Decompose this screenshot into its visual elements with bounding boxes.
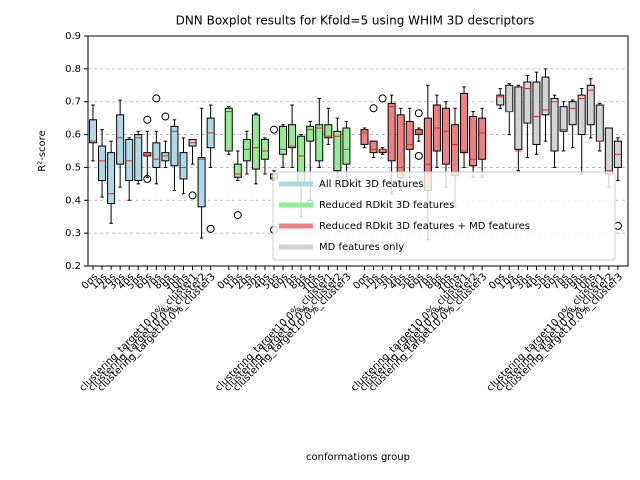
legend: All RDkit 3D features Reduced RDkit 3D fe…: [272, 171, 616, 261]
box: [595, 104, 604, 142]
box: [532, 81, 541, 145]
box: [242, 139, 251, 162]
box: [251, 114, 260, 170]
box: [179, 152, 188, 180]
box: [505, 84, 514, 113]
y-axis-label: R²-score: [37, 130, 48, 171]
box: [161, 152, 170, 162]
y-tick-label: 0.3: [65, 228, 81, 239]
legend-frame: [272, 171, 616, 261]
box: [360, 129, 369, 145]
legend-label: Reduced RDkit 3D features: [319, 200, 454, 211]
box: [496, 94, 505, 106]
flier: [206, 224, 215, 233]
box: [478, 117, 487, 160]
legend-label: MD features only: [319, 242, 404, 253]
box: [586, 84, 595, 126]
y-tick-label: 0.4: [65, 195, 81, 206]
box: [369, 140, 378, 154]
box: [541, 76, 550, 116]
flier: [378, 94, 387, 103]
box: [197, 157, 206, 208]
box: [233, 163, 242, 178]
box: [116, 114, 125, 165]
box: [315, 124, 324, 162]
box: [279, 125, 288, 155]
box: [260, 139, 269, 160]
x-axis-label: conformations group: [306, 452, 410, 463]
y-tick-label: 0.5: [65, 162, 81, 173]
box: [559, 106, 568, 132]
flier: [270, 125, 278, 134]
y-tick-label: 0.7: [65, 97, 81, 108]
box: [342, 127, 351, 165]
plot-frame: [87, 35, 629, 267]
legend-label: All RDkit 3D features: [319, 179, 423, 190]
box: [604, 127, 613, 175]
flier: [414, 151, 423, 160]
box: [170, 125, 179, 167]
flier: [152, 94, 161, 103]
box: [523, 81, 532, 124]
flier: [161, 112, 170, 121]
box: [460, 93, 469, 154]
box: [577, 94, 586, 136]
box: [414, 129, 423, 136]
chart-title: DNN Boxplot results for Kfold=5 using WH…: [176, 14, 535, 28]
y-tick-label: 0.6: [65, 130, 81, 141]
y-tick-label: 0.8: [65, 64, 81, 75]
box: [224, 107, 233, 152]
box: [568, 101, 577, 126]
flier: [233, 211, 242, 220]
box: [514, 86, 523, 150]
flier: [143, 115, 152, 124]
y-tick-label: 0.2: [65, 261, 81, 272]
box: [387, 102, 396, 162]
box: [405, 120, 414, 150]
box: [125, 139, 134, 182]
legend-label: Reduced RDkit 3D features + MD features: [319, 221, 530, 232]
box: [306, 125, 315, 142]
box: [441, 107, 450, 165]
box: [324, 124, 333, 139]
box: [451, 124, 459, 177]
box: [134, 134, 143, 182]
box: [469, 116, 478, 167]
box: [98, 145, 107, 182]
box: [333, 130, 342, 172]
flier: [414, 109, 423, 118]
box: [550, 97, 559, 152]
box: [107, 152, 116, 205]
flier: [143, 174, 152, 183]
box: [152, 142, 161, 168]
box: [89, 119, 97, 144]
box: [288, 124, 297, 149]
y-tick-label: 0.9: [65, 31, 81, 42]
flier: [188, 191, 197, 200]
flier: [369, 104, 378, 113]
